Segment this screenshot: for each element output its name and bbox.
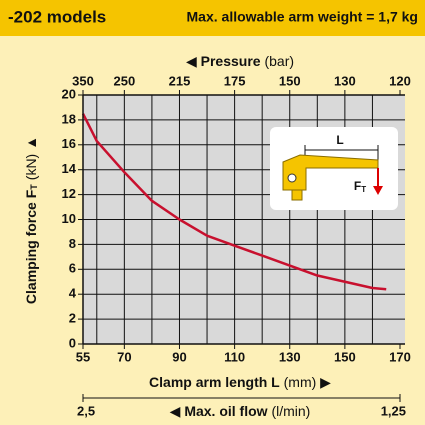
x-tick-label: 150 <box>334 349 356 364</box>
y-tick-label: 16 <box>62 136 76 151</box>
inset-force-sub: T <box>361 185 366 194</box>
x-tick-label: 55 <box>76 349 90 364</box>
y-tick-label: 6 <box>69 261 76 276</box>
inset-diagram: L FT <box>270 127 398 210</box>
y-tick-label: 14 <box>62 161 77 176</box>
top-axis-title-main: ◀ Pressure <box>186 53 261 69</box>
oil-flow-unit: (l/min) <box>271 403 310 419</box>
chart-title: -202 models <box>8 7 106 26</box>
top-tick-label: 215 <box>169 73 191 88</box>
inset-force: F <box>354 179 361 193</box>
y-tick-label: 0 <box>69 335 76 350</box>
x-tick-label: 90 <box>172 349 186 364</box>
y-title-sub: T <box>29 184 39 190</box>
curve <box>81 113 387 291</box>
inset-length-label: L <box>336 133 343 147</box>
y-tick-label: 8 <box>69 236 76 251</box>
top-tick-label: 175 <box>224 73 246 88</box>
x-title-main: Clamp arm length L <box>149 374 280 390</box>
y-tick-label: 10 <box>62 211 76 226</box>
chart-subtitle: Max. allowable arm weight = 1,7 kg <box>187 9 418 25</box>
oil-flow-tick-label: 2,5 <box>77 403 95 418</box>
top-axis-unit: (bar) <box>264 53 294 69</box>
y-title-main: Clamping force F <box>23 189 39 304</box>
x-axis-title: Clamp arm length L (mm) ▶ <box>149 374 331 390</box>
x-tick-label: 70 <box>117 349 131 364</box>
top-axis-title: ◀ Pressure (bar) <box>186 53 294 69</box>
top-tick-label: 250 <box>113 73 135 88</box>
top-tick-label: 120 <box>389 73 411 88</box>
y-tick-label: 2 <box>69 311 76 326</box>
pivot <box>287 173 297 183</box>
y-tick-label: 12 <box>62 186 76 201</box>
top-tick-label: 150 <box>279 73 301 88</box>
x-tick-label: 130 <box>279 349 301 364</box>
clamp-body <box>291 189 303 201</box>
top-tick-label: 350 <box>72 73 94 88</box>
y-tick-label: 18 <box>62 111 76 126</box>
x-tick-label: 110 <box>224 349 245 364</box>
y-tick-label: 4 <box>69 286 77 301</box>
x-tick-label: 170 <box>389 349 411 364</box>
header-bar <box>0 0 425 36</box>
clamp-arm <box>282 154 379 191</box>
oil-flow-tick-label: 1,25 <box>381 403 406 418</box>
oil-flow-title: ◀ Max. oil flow (l/min) <box>170 403 311 419</box>
y-axis-title: Clamping force FT (kN) ▲ <box>23 136 40 304</box>
y-title-unit: (kN) <box>23 154 39 180</box>
x-title-unit: (mm) <box>284 374 317 390</box>
x-title-arrow: ▶ <box>320 374 331 390</box>
oil-flow-title-main: ◀ Max. oil flow <box>170 403 268 419</box>
y-title-arrow: ▲ <box>23 136 39 150</box>
inset-force-label: FT <box>354 179 366 194</box>
force-arrowhead <box>373 186 383 195</box>
top-tick-label: 130 <box>334 73 356 88</box>
y-tick-label: 20 <box>62 86 76 101</box>
